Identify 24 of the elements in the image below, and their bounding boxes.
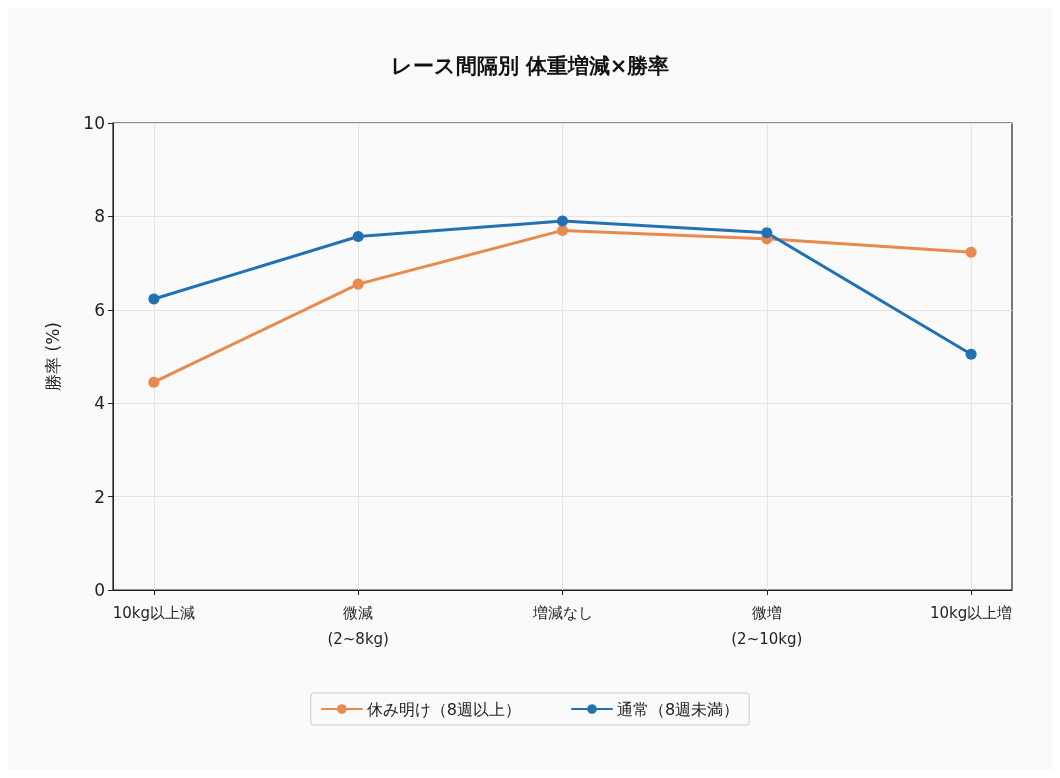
point: [148, 293, 160, 305]
point: [557, 215, 568, 227]
point: [965, 246, 977, 258]
chart-title: レース間隔別 体重増減×勝率: [390, 53, 670, 78]
y-tick-label: 0: [94, 580, 105, 600]
legend-label: 通常（8週未満）: [617, 699, 740, 719]
y-tick-label: 4: [94, 393, 105, 414]
legend-label: 休み明け（8週以上）: [366, 699, 522, 719]
y-tick-label: 6: [94, 299, 105, 320]
x-tick-label: 微増 (2~10kg): [731, 604, 803, 648]
x-tick-label: 10kg以上増: [929, 604, 1013, 622]
point: [965, 348, 977, 360]
x-tick-label: 10kg以上減: [112, 604, 196, 622]
point: [557, 224, 568, 236]
y-tick-label: 10: [83, 113, 105, 133]
point: [761, 227, 773, 239]
y-tick-label: 2: [94, 486, 105, 507]
y-axis-title: 勝率 (%): [42, 322, 63, 391]
x-tick-label: 増減なし: [531, 604, 593, 622]
x-tick-label: 微減 (2~8kg): [327, 604, 389, 648]
point: [148, 376, 160, 388]
point: [352, 278, 364, 290]
point: [352, 230, 364, 242]
y-tick-label: 8: [94, 206, 105, 227]
